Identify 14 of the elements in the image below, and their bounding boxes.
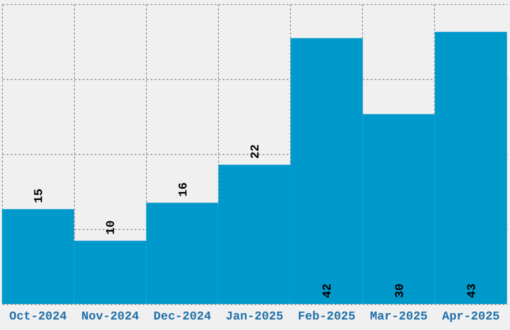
data-label: 22 xyxy=(248,144,262,159)
data-label: 42 xyxy=(320,284,335,298)
data-label: 10 xyxy=(104,220,118,235)
x-tick-label: Feb-2025 xyxy=(298,310,356,324)
x-tick-label: Oct-2024 xyxy=(9,310,67,324)
data-label: 43 xyxy=(464,284,479,298)
x-tick-label: Nov-2024 xyxy=(81,310,140,324)
x-tick-label: Mar-2025 xyxy=(370,310,428,324)
data-label: 16 xyxy=(176,182,190,197)
data-label: 30 xyxy=(392,284,407,298)
x-tick-label: Dec-2024 xyxy=(154,310,212,324)
data-label: 15 xyxy=(32,188,46,204)
x-tick-label: Jan-2025 xyxy=(226,310,284,324)
x-tick-label: Apr-2025 xyxy=(442,310,500,324)
